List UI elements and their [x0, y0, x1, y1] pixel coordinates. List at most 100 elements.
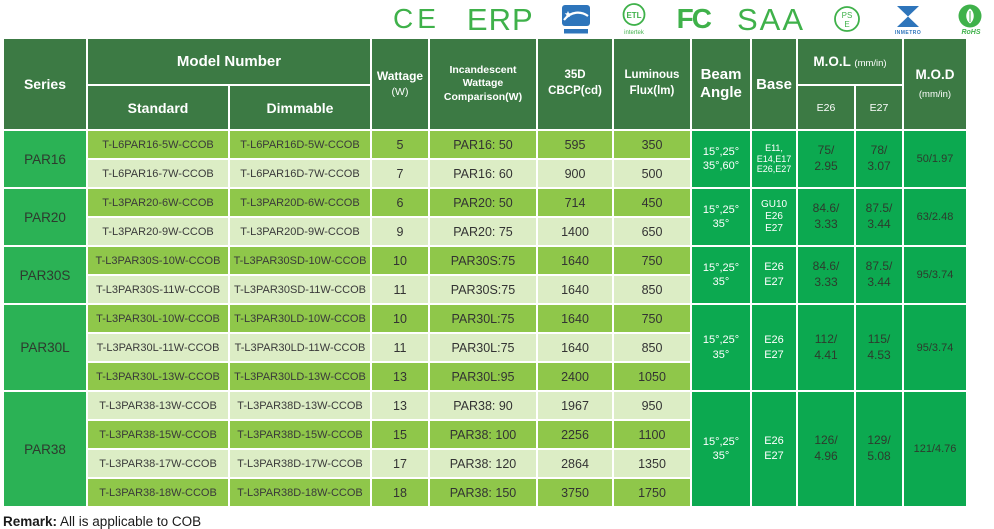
spec-table: Series Model Number Wattage (W) Incandesc… [2, 37, 968, 508]
series-cell: PAR30S [2, 245, 88, 305]
saa-logo: SAA [736, 1, 805, 37]
ce-mark-icon: CE [392, 3, 440, 34]
standard-model-cell: T-L3PAR30L-11W-CCOB [86, 332, 230, 363]
svg-text:ETL: ETL [626, 11, 641, 20]
svg-text:PS: PS [842, 11, 853, 20]
dimmable-model-cell: T-L3PAR38D-13W-CCOB [228, 390, 372, 421]
remark-text: All is applicable to COB [60, 514, 202, 529]
standard-model-cell: T-L3PAR30L-10W-CCOB [86, 303, 230, 334]
wattage-cell: 18 [370, 477, 430, 508]
flux-cell: 750 [612, 303, 692, 334]
rohs-icon: RoHS [958, 4, 982, 36]
svg-text:E: E [844, 20, 849, 29]
standard-model-cell: T-L3PAR30S-10W-CCOB [86, 245, 230, 276]
base-cell: GU10 E26 E27 [750, 187, 798, 247]
col-header-wattage: Wattage (W) [370, 37, 430, 131]
mol-e27-cell: 87.5/ 3.44 [854, 187, 904, 247]
remark-note: Remark: All is applicable to COB [3, 514, 994, 529]
table-row: T-L3PAR38-17W-CCOB T-L3PAR38D-17W-CCOB 1… [3, 448, 967, 479]
dimmable-model-cell: T-L3PAR20D-9W-CCOB [228, 216, 372, 247]
col-header-base: Base [750, 37, 798, 131]
wattage-cell: 7 [370, 158, 430, 189]
table-row: T-L3PAR30L-13W-CCOB T-L3PAR30LD-13W-CCOB… [3, 361, 967, 392]
wattage-cell: 13 [370, 361, 430, 392]
flux-cell: 450 [612, 187, 692, 218]
wattage-cell: 10 [370, 303, 430, 334]
etl-icon: ETL intertek [622, 3, 646, 36]
mol-e27-cell: 129/ 5.08 [854, 390, 904, 508]
mol-e27-cell: 115/ 4.53 [854, 303, 904, 392]
flux-cell: 850 [612, 274, 692, 305]
svg-text:INMETRO: INMETRO [895, 30, 922, 35]
flux-cell: 1100 [612, 419, 692, 450]
mod-cell: 95/3.74 [902, 303, 968, 392]
series-group-par30l: PAR30L T-L3PAR30L-10W-CCOB T-L3PAR30LD-1… [2, 303, 968, 392]
incandescent-cell: PAR38: 90 [428, 390, 538, 421]
col-header-series: Series [2, 37, 88, 131]
pse-icon: PS E [834, 6, 860, 32]
table-row: PAR30L T-L3PAR30L-10W-CCOB T-L3PAR30LD-1… [2, 303, 968, 392]
mol-e26-cell: 84.6/ 3.33 [796, 245, 856, 305]
incandescent-cell: PAR20: 50 [428, 187, 538, 218]
cbcp-cell: 1640 [536, 332, 614, 363]
cbcp-cell: 1967 [536, 390, 614, 421]
table-row: T-L3PAR20-9W-CCOB T-L3PAR20D-9W-CCOB 9 P… [3, 216, 967, 247]
cbcp-cell: 900 [536, 158, 614, 189]
cbcp-cell: 714 [536, 187, 614, 218]
table-row: PAR16 T-L6PAR16-5W-CCOB T-L6PAR16D-5W-CC… [2, 129, 968, 189]
wattage-cell: 10 [370, 245, 430, 276]
wattage-cell: 17 [370, 448, 430, 479]
incandescent-cell: PAR30S:75 [428, 274, 538, 305]
standard-model-cell: T-L3PAR38-15W-CCOB [86, 419, 230, 450]
flux-cell: 950 [612, 390, 692, 421]
table-row: T-L3PAR38-15W-CCOB T-L3PAR38D-15W-CCOB 1… [3, 419, 967, 450]
beam-angle-cell: 15°,25° 35°,60° [690, 129, 752, 189]
beam-angle-cell: 15°,25° 35° [690, 303, 752, 392]
cbcp-cell: 1640 [536, 274, 614, 305]
col-header-incandescent: Incandescent Wattage Comparison(W) [428, 37, 538, 131]
mol-e27-cell: 78/ 3.07 [854, 129, 904, 189]
flux-cell: 850 [612, 332, 692, 363]
standard-model-cell: T-L3PAR20-6W-CCOB [86, 187, 230, 218]
base-cell: E11, E14,E17 E26,E27 [750, 129, 798, 189]
series-cell: PAR38 [2, 390, 88, 508]
incandescent-cell: PAR30S:75 [428, 245, 538, 276]
incandescent-cell: PAR16: 50 [428, 129, 538, 160]
mol-e26-cell: 112/ 4.41 [796, 303, 856, 392]
mod-cell: 50/1.97 [902, 129, 968, 189]
dimmable-model-cell: T-L3PAR30SD-10W-CCOB [228, 245, 372, 276]
mol-e26-cell: 75/ 2.95 [796, 129, 856, 189]
fcc-logo: FC [676, 3, 712, 34]
series-group-par20: PAR20 T-L3PAR20-6W-CCOB T-L3PAR20D-6W-CC… [2, 187, 968, 247]
wattage-cell: 6 [370, 187, 430, 218]
wattage-cell: 15 [370, 419, 430, 450]
dimmable-model-cell: T-L6PAR16D-7W-CCOB [228, 158, 372, 189]
col-header-cbcp: 35D CBCP(cd) [536, 37, 614, 131]
base-cell: E26 E27 [750, 245, 798, 305]
incandescent-cell: PAR16: 60 [428, 158, 538, 189]
dimmable-model-cell: T-L3PAR30SD-11W-CCOB [228, 274, 372, 305]
energy-star-icon [561, 4, 590, 33]
cbcp-cell: 2256 [536, 419, 614, 450]
base-cell: E26 E27 [750, 390, 798, 508]
dimmable-model-cell: T-L6PAR16D-5W-CCOB [228, 129, 372, 160]
incandescent-cell: PAR38: 100 [428, 419, 538, 450]
standard-model-cell: T-L3PAR30L-13W-CCOB [86, 361, 230, 392]
dimmable-model-cell: T-L3PAR30LD-10W-CCOB [228, 303, 372, 334]
dimmable-model-cell: T-L3PAR38D-17W-CCOB [228, 448, 372, 479]
dimmable-model-cell: T-L3PAR20D-6W-CCOB [228, 187, 372, 218]
mol-e26-cell: 126/ 4.96 [796, 390, 856, 508]
series-cell: PAR16 [2, 129, 88, 189]
standard-model-cell: T-L3PAR38-18W-CCOB [86, 477, 230, 508]
incandescent-cell: PAR38: 150 [428, 477, 538, 508]
table-row: T-L3PAR38-18W-CCOB T-L3PAR38D-18W-CCOB 1… [3, 477, 967, 508]
erp-logo: ERP [466, 1, 534, 37]
dimmable-model-cell: T-L3PAR30LD-13W-CCOB [228, 361, 372, 392]
flux-cell: 650 [612, 216, 692, 247]
col-header-mod: M.O.D (mm/in) [902, 37, 968, 131]
series-cell: PAR20 [2, 187, 88, 247]
cbcp-cell: 1640 [536, 303, 614, 334]
col-header-mol: M.O.L (mm/in) [796, 37, 904, 86]
incandescent-cell: PAR30L:95 [428, 361, 538, 392]
dimmable-model-cell: T-L3PAR30LD-11W-CCOB [228, 332, 372, 363]
